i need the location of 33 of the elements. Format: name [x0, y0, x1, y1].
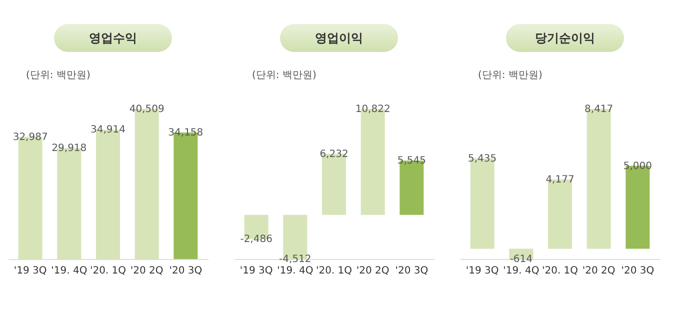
x-tick-label: '20 2Q: [582, 266, 616, 276]
x-tick-label: '20 3Q: [395, 266, 428, 276]
x-tick-label: '19. 4Q: [51, 266, 88, 276]
x-tick-label: '20 3Q: [621, 266, 654, 276]
x-tick-label: '20. 1Q: [90, 266, 126, 276]
data-label: 29,918: [52, 143, 87, 154]
x-tick-label: '20 2Q: [356, 266, 390, 276]
text: (단위: 백만원): [252, 69, 318, 82]
data-label: 40,509: [129, 104, 164, 115]
chart-title: 영업이익: [280, 24, 398, 52]
data-label: 4,177: [546, 174, 574, 186]
x-tick-label: '20 3Q: [169, 266, 202, 276]
chart-title: 당기순이익: [506, 24, 624, 52]
x-tick-label: '19. 4Q: [277, 266, 314, 276]
x-tick-label: '19 3Q: [14, 266, 47, 276]
data-label: 5,435: [468, 154, 497, 165]
x-tick-label: '19 3Q: [240, 266, 273, 276]
data-label: -614: [510, 254, 533, 265]
data-label: 6,232: [320, 148, 348, 160]
x-tick-label: '19. 4Q: [503, 266, 540, 276]
x-tick-label: '20. 1Q: [316, 266, 352, 276]
text: (단위: 백만원): [478, 69, 544, 82]
data-label: 32,987: [12, 132, 48, 143]
x-tick-label: '20 2Q: [130, 266, 164, 276]
x-tick-label: '19 3Q: [466, 266, 499, 276]
x-tick-label: '20. 1Q: [542, 266, 578, 276]
data-label: -4,512: [279, 254, 312, 265]
chart-title: 영업수익: [54, 24, 172, 52]
data-label: 10,822: [355, 104, 390, 115]
data-label: 34,914: [90, 124, 126, 136]
text: (단위: 백만원): [26, 69, 92, 82]
data-label: 8,417: [584, 104, 614, 115]
data-label: -2,486: [240, 234, 272, 246]
